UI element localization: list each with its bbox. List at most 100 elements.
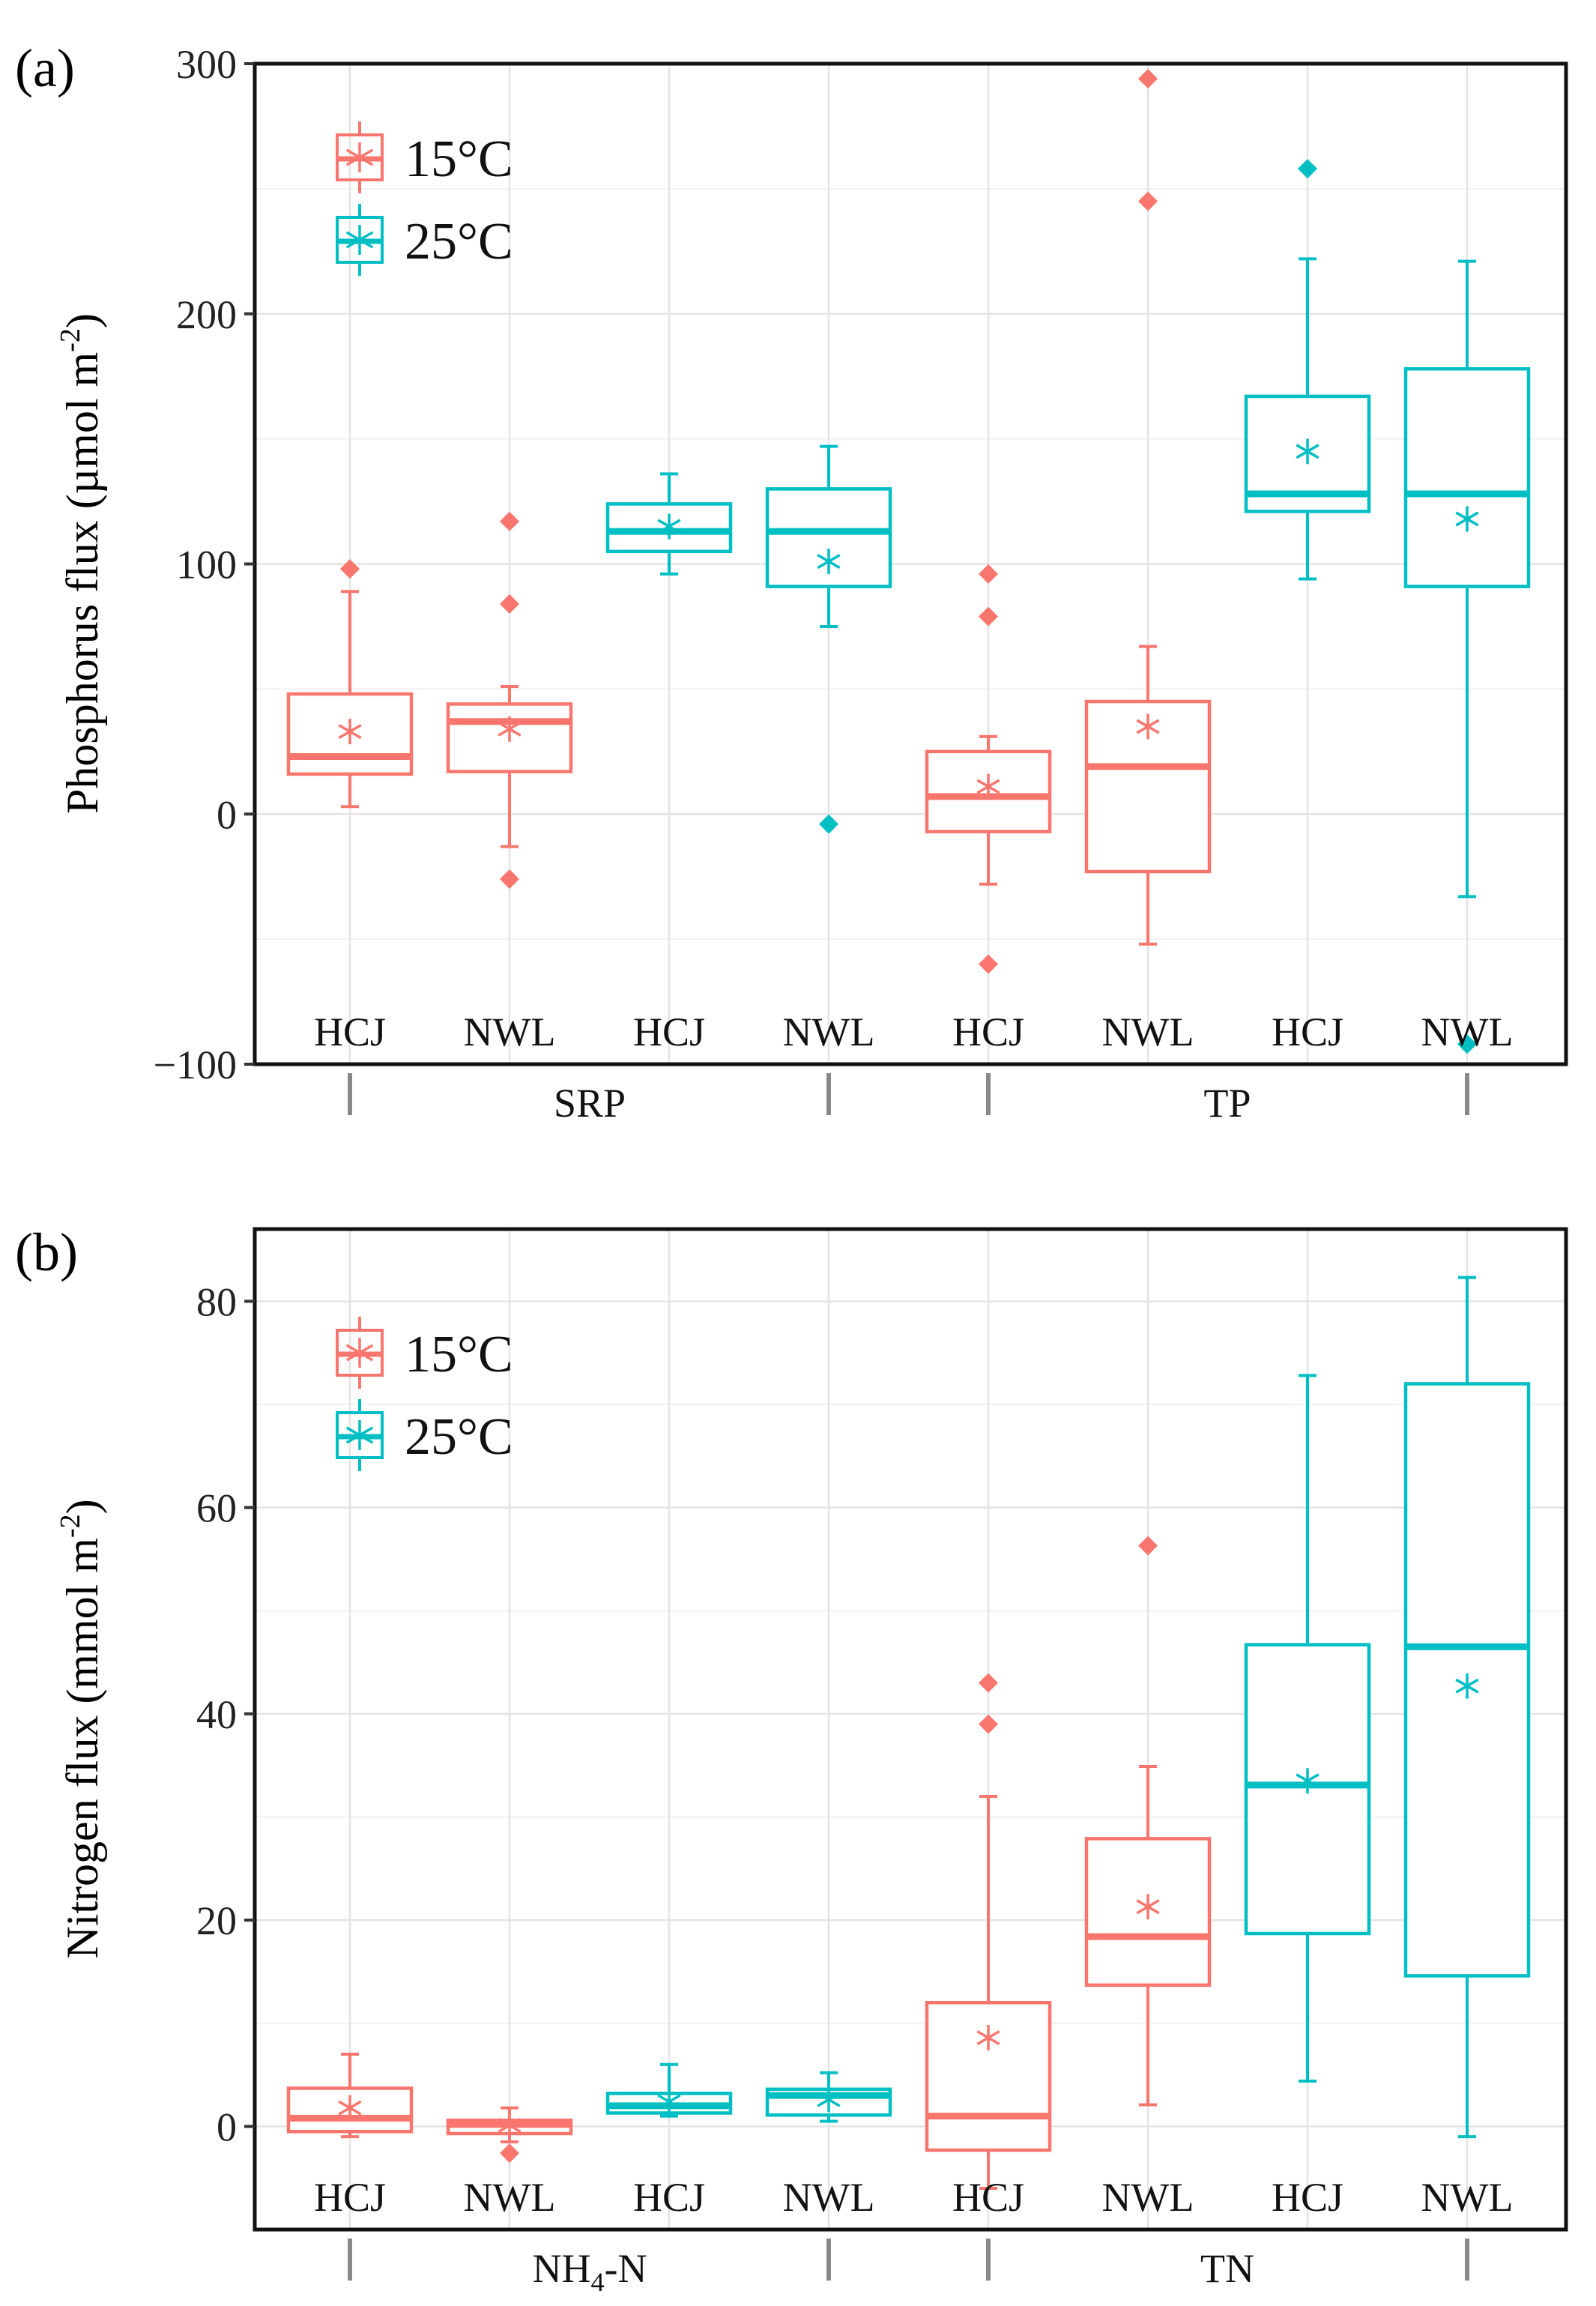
outlier-point	[1138, 191, 1158, 211]
group-label: TN	[1200, 2246, 1254, 2291]
outlier-point	[819, 814, 838, 834]
panel-b-frame	[253, 1227, 1568, 2232]
box-hcj-15c	[925, 1673, 1052, 2190]
outlier-point	[1138, 69, 1158, 89]
panel-a-site-labels: HCJ NWL HCJ NWL HCJ NWL HCJ NWL	[314, 1009, 1513, 1054]
site-label: HCJ	[633, 1009, 705, 1054]
site-label: NWL	[464, 1009, 556, 1054]
mean-marker	[338, 2095, 362, 2121]
box-nwl-15c	[446, 511, 573, 890]
panel-b-legend: 15°C 25°C	[336, 1317, 513, 1471]
site-label: NWL	[464, 2175, 556, 2220]
mean-marker	[657, 513, 681, 540]
legend-item: 25°C	[336, 204, 513, 276]
site-label: NWL	[1102, 1009, 1194, 1054]
panel-a-y-title: Phosphorus flux (µmol m-2)	[55, 313, 107, 814]
mean-marker	[1296, 1768, 1320, 1794]
legend-label: 15°C	[405, 130, 513, 188]
legend-label: 25°C	[405, 1408, 513, 1466]
panel-a-boxes	[286, 69, 1531, 1054]
site-label: HCJ	[633, 2175, 705, 2220]
group-label: NH4-N	[533, 2246, 647, 2297]
group-label: TP	[1203, 1081, 1251, 1126]
legend-label: 25°C	[405, 213, 513, 271]
outlier-point	[979, 606, 998, 627]
y-tick-label: 0	[217, 2104, 237, 2149]
box-hcj-25c	[605, 2062, 733, 2118]
box-body	[286, 692, 414, 776]
panel-a-legend: 15°C 25°C	[336, 121, 513, 276]
site-label: NWL	[1102, 2175, 1194, 2220]
site-label: HCJ	[314, 2175, 386, 2220]
outlier-point	[979, 1714, 998, 1734]
box-hcj-15c	[286, 559, 414, 809]
panel-b-label: (b)	[15, 1222, 78, 1282]
panel-b-boxes	[286, 1276, 1531, 2190]
box-nwl-15c	[1084, 69, 1212, 946]
box-nwl-25c	[765, 2071, 892, 2123]
outlier-point	[500, 594, 519, 614]
legend-key-icon	[336, 1399, 384, 1471]
legend-key-icon	[336, 121, 384, 193]
site-label: HCJ	[952, 2175, 1024, 2220]
site-label: NWL	[1421, 1009, 1514, 1054]
site-label: HCJ	[314, 1009, 386, 1054]
legend-key-icon	[336, 204, 384, 276]
legend-label: 15°C	[405, 1326, 513, 1383]
y-tick-label: 40	[196, 1692, 237, 1737]
panel-b-x-axis: NH4-N TN	[348, 2239, 1469, 2297]
box-nwl-15c	[446, 2106, 573, 2164]
mean-marker	[817, 2086, 841, 2113]
box-hcj-15c	[925, 564, 1052, 974]
box-hcj-25c	[605, 472, 733, 576]
box-nwl-15c	[1084, 1536, 1212, 2107]
outlier-point	[500, 869, 519, 890]
panel-b-yticks: 0 20 40 60 80	[196, 1279, 255, 2149]
legend-item: 15°C	[336, 121, 513, 193]
site-label: NWL	[783, 1009, 875, 1054]
y-tick-label: 300	[176, 42, 237, 87]
site-label: HCJ	[1272, 2175, 1343, 2220]
y-tick-label: 60	[196, 1486, 237, 1531]
y-tick-label: 200	[176, 292, 237, 337]
y-tick-label: 0	[217, 792, 237, 837]
mean-marker	[1296, 438, 1320, 465]
mean-marker	[817, 549, 841, 575]
mean-marker	[657, 2089, 681, 2115]
site-label: NWL	[1421, 2175, 1514, 2220]
box-nwl-25c	[1403, 1276, 1531, 2139]
box-hcj-25c	[1244, 1374, 1371, 2083]
panel-b: (b) 0 20 40 60 80 HCJ NWL HCJ NWL HCJ NWL HCJ NWL N…	[15, 1222, 1568, 2297]
site-label: NWL	[783, 2175, 875, 2220]
mean-marker	[498, 716, 522, 742]
mean-marker	[338, 719, 362, 745]
site-label: HCJ	[1272, 1009, 1343, 1054]
mean-marker	[498, 2112, 522, 2138]
box-body	[925, 2000, 1052, 2152]
group-label: SRP	[554, 1081, 626, 1126]
panel-a-label: (a)	[15, 38, 75, 98]
outlier-point	[340, 559, 360, 579]
box-nwl-25c	[1403, 259, 1531, 1054]
mean-marker	[976, 773, 1000, 800]
mean-marker	[1136, 1894, 1160, 1920]
outlier-point	[979, 564, 998, 584]
y-tick-label: 20	[196, 1898, 237, 1943]
mean-marker	[1455, 1673, 1479, 1699]
panel-a-yticks: −100 0 100 200 300	[154, 42, 255, 1087]
box-hcj-15c	[286, 2053, 414, 2139]
panel-b-y-title: Nitrogen flux (mmol m-2)	[55, 1499, 107, 1958]
box-body	[1403, 366, 1531, 588]
outlier-point	[979, 954, 998, 974]
site-label: HCJ	[952, 1009, 1024, 1054]
panel-a-x-axis: SRP TP	[348, 1073, 1469, 1126]
outlier-point	[500, 511, 519, 531]
outlier-point	[1138, 1536, 1158, 1556]
legend-key-icon	[336, 1317, 384, 1389]
outlier-point	[1298, 159, 1317, 179]
legend-item: 15°C	[336, 1317, 513, 1389]
mean-marker	[976, 2025, 1000, 2051]
y-tick-label: 80	[196, 1279, 237, 1324]
